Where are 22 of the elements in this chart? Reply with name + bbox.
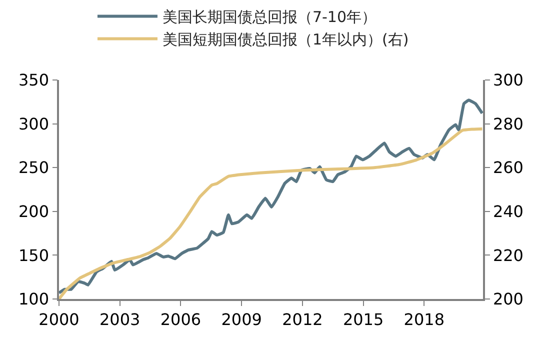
y-tick-label: 350 bbox=[18, 70, 50, 90]
x-tick-label: 2012 bbox=[282, 310, 323, 329]
x-tick-label: 2009 bbox=[221, 310, 262, 329]
line-series bbox=[59, 98, 483, 294]
y2-tick-label: 280 bbox=[492, 114, 524, 134]
y-tick-label: 150 bbox=[18, 246, 50, 265]
legend-label: 美国短期国债总回报（1年以内）(右) bbox=[162, 30, 409, 49]
y2-tick-label: 260 bbox=[492, 158, 524, 178]
y2-tick-label: 240 bbox=[492, 202, 524, 221]
y-tick-label: 300 bbox=[18, 114, 50, 134]
x-tick-label: 2000 bbox=[38, 310, 80, 329]
x-tick-label: 2018 bbox=[404, 310, 445, 329]
x-tick-label: 2006 bbox=[160, 310, 202, 329]
y2-tick-label: 200 bbox=[492, 290, 524, 309]
y-tick-label: 100 bbox=[18, 290, 50, 309]
y-tick-label: 250 bbox=[18, 158, 50, 178]
legend-label: 美国长期国债总回报（7-10年） bbox=[162, 8, 377, 26]
y2-tick-label: 220 bbox=[492, 246, 524, 265]
x-tick-label: 2003 bbox=[100, 310, 140, 329]
x-tick-label: 2015 bbox=[342, 310, 384, 329]
y2-tick-label: 300 bbox=[492, 70, 524, 90]
y-tick-label: 200 bbox=[18, 202, 50, 221]
